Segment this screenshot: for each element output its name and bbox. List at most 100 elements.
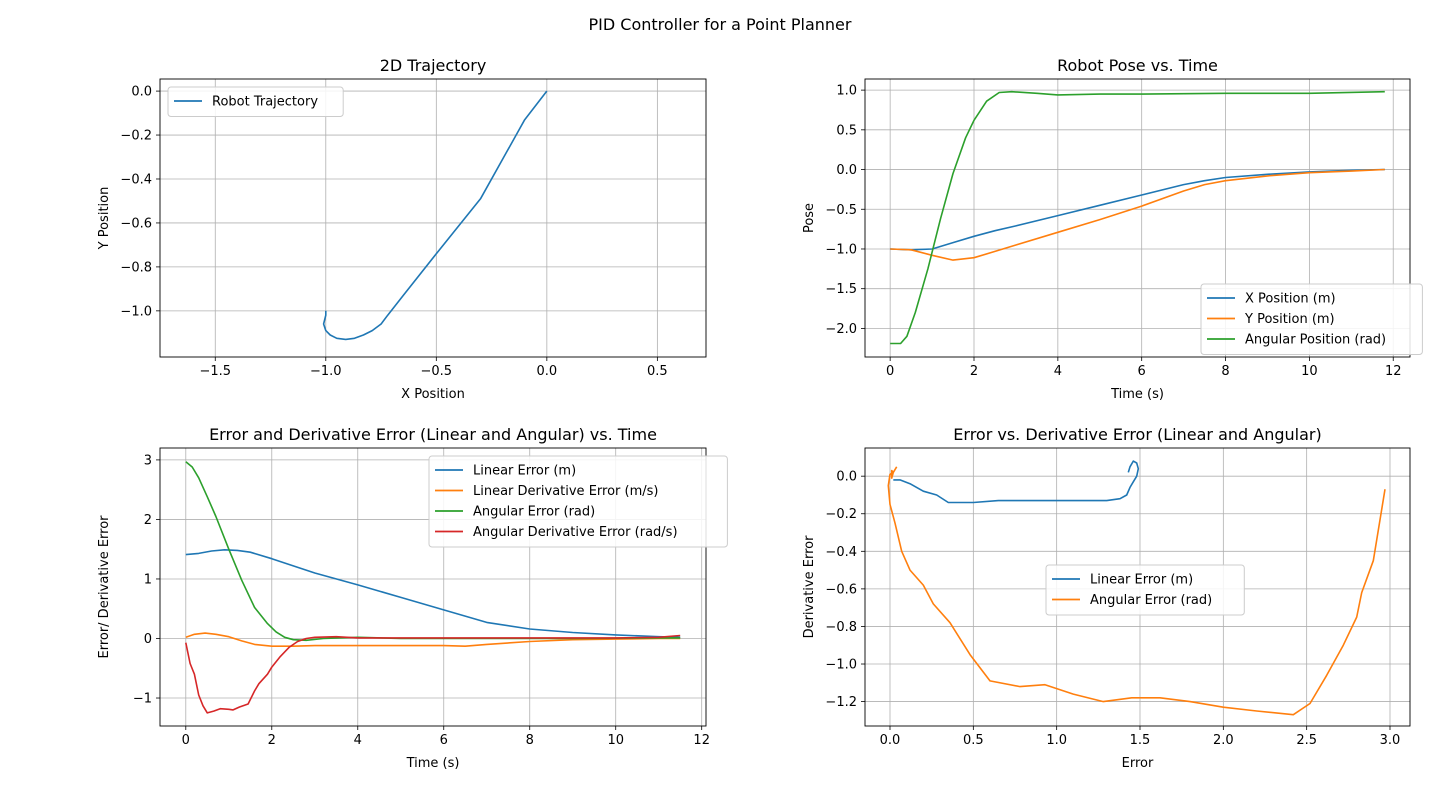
y-tick-label: 0.0 [131, 85, 152, 100]
x-tick-label: 1.5 [1130, 733, 1151, 748]
y-tick-label: −1.2 [825, 695, 857, 710]
axes-title: 2D Trajectory [380, 56, 487, 75]
y-tick-label: −1.0 [120, 304, 152, 319]
x-tick-label: 2 [268, 733, 276, 748]
y-tick-label: −0.8 [825, 620, 857, 635]
axes-title: Error vs. Derivative Error (Linear and A… [953, 425, 1321, 444]
y-axis-label: Error/ Derivative Error [97, 515, 112, 659]
y-tick-label: 0.0 [836, 163, 857, 178]
series-line-0 [185, 548, 681, 639]
x-tick-label: 10 [607, 733, 624, 748]
legend: X Position (m) Y Position (m) Angular Posi… [1200, 283, 1423, 355]
y-tick-label: 1 [144, 572, 152, 587]
x-tick-label: 6 [1138, 364, 1146, 379]
legend-label-1: Y Position (m) [1244, 312, 1335, 327]
x-tick-label: −1.5 [199, 364, 231, 379]
x-tick-label: 8 [1221, 364, 1229, 379]
axes-error-vs-derivative: 0.0 0.5 1.0 1.5 2.0 2.5 3.0 0.0 −0.2 −0.4 −0.6 −0.8… [802, 425, 1411, 771]
legend-label-0: X Position (m) [1245, 292, 1336, 307]
x-axis-label: X Position [401, 387, 465, 402]
y-tick-label: −2.0 [825, 322, 857, 337]
legend-label-1: Angular Error (rad) [1090, 593, 1212, 608]
legend-label-2: Angular Error (rad) [473, 505, 595, 520]
series-line-3 [185, 634, 681, 714]
y-tick-label: −0.8 [120, 260, 152, 275]
x-tick-label: 1.0 [1046, 733, 1067, 748]
y-tick-label: −0.2 [120, 129, 152, 144]
axes-title: Robot Pose vs. Time [1057, 56, 1218, 75]
axes-frame [159, 78, 707, 358]
axes-title: Error and Derivative Error (Linear and A… [209, 425, 657, 444]
legend-label-0: Robot Trajectory [212, 95, 318, 110]
y-axis-label: Y Position [97, 187, 112, 251]
series-line-0 [322, 90, 548, 341]
x-tick-label: 10 [1301, 364, 1318, 379]
legend-box [1200, 283, 1423, 355]
y-tick-label: −0.6 [825, 582, 857, 597]
series-line-0 [893, 460, 1140, 504]
y-tick-label: 2 [144, 513, 152, 528]
y-axis-label: Derivative Error [802, 535, 817, 639]
axes-frame [159, 447, 707, 727]
series-line-0 [890, 168, 1385, 251]
y-tick-label: 3 [144, 453, 152, 468]
x-tick-label: 8 [526, 733, 534, 748]
legend-box [428, 455, 728, 548]
legend-label-0: Linear Error (m) [473, 464, 576, 479]
series-line-2 [890, 90, 1385, 345]
x-tick-label: 0 [182, 733, 190, 748]
x-tick-label: 12 [1385, 364, 1402, 379]
x-tick-label: 3.0 [1380, 733, 1401, 748]
axes-pose-vs-time: 0 2 4 6 8 10 12 1.0 0.5 0.0 −0.5 −1.0 −1.5 −2.0 Robot … [802, 56, 1423, 402]
figure-title: PID Controller for a Point Planner [589, 15, 852, 34]
y-tick-label: −0.5 [825, 203, 857, 218]
axes-trajectory: −1.5 −1.0 −0.5 0.0 0.5 0.0 −0.2 −0.4 −0.6 −0.8 −1.… [97, 56, 707, 402]
x-tick-label: 0 [886, 364, 894, 379]
x-axis-label: Time (s) [1110, 387, 1164, 402]
y-tick-label: −0.6 [120, 216, 152, 231]
axes-frame [864, 447, 1411, 727]
y-tick-label: 0.5 [836, 123, 857, 138]
y-tick-label: −1.0 [825, 242, 857, 257]
x-axis-label: Error [1122, 756, 1154, 771]
x-tick-label: 4 [354, 733, 362, 748]
legend-label-2: Angular Position (rad) [1245, 333, 1386, 348]
series-line-1 [185, 632, 681, 648]
legend-box [167, 86, 344, 117]
legend: Robot Trajectory [167, 86, 344, 117]
y-tick-label: −1.5 [825, 282, 857, 297]
y-tick-label: −1 [133, 692, 152, 707]
x-tick-label: 0.0 [880, 733, 901, 748]
y-tick-label: −0.2 [825, 507, 857, 522]
x-tick-label: 6 [440, 733, 448, 748]
x-tick-label: 2 [970, 364, 978, 379]
x-tick-label: −0.5 [421, 364, 453, 379]
legend-box [1045, 564, 1245, 616]
x-tick-label: 2.5 [1296, 733, 1317, 748]
y-tick-label: 0 [144, 632, 152, 647]
y-tick-label: 1.0 [836, 84, 857, 99]
x-axis-label: Time (s) [406, 756, 460, 771]
y-tick-label: 0.0 [836, 470, 857, 485]
y-axis-label: Pose [802, 203, 817, 233]
series-line-1 [890, 168, 1385, 261]
y-tick-label: −0.4 [825, 545, 857, 560]
x-tick-label: 0.5 [963, 733, 984, 748]
x-tick-label: 4 [1054, 364, 1062, 379]
x-tick-label: −1.0 [310, 364, 342, 379]
x-tick-label: 0.0 [536, 364, 557, 379]
legend-label-1: Linear Derivative Error (m/s) [473, 484, 658, 499]
axes-frame [864, 78, 1411, 358]
series-line-1 [887, 466, 1386, 716]
y-tick-label: −1.0 [825, 658, 857, 673]
x-tick-label: 2.0 [1213, 733, 1234, 748]
y-tick-label: −0.4 [120, 172, 152, 187]
x-tick-label: 12 [693, 733, 710, 748]
x-tick-label: 0.5 [647, 364, 668, 379]
legend-label-3: Angular Derivative Error (rad/s) [473, 525, 678, 540]
legend: Linear Error (m) Linear Derivative Error … [428, 455, 728, 548]
legend-label-0: Linear Error (m) [1090, 573, 1193, 588]
legend: Linear Error (m) Angular Error (rad) [1045, 564, 1245, 616]
